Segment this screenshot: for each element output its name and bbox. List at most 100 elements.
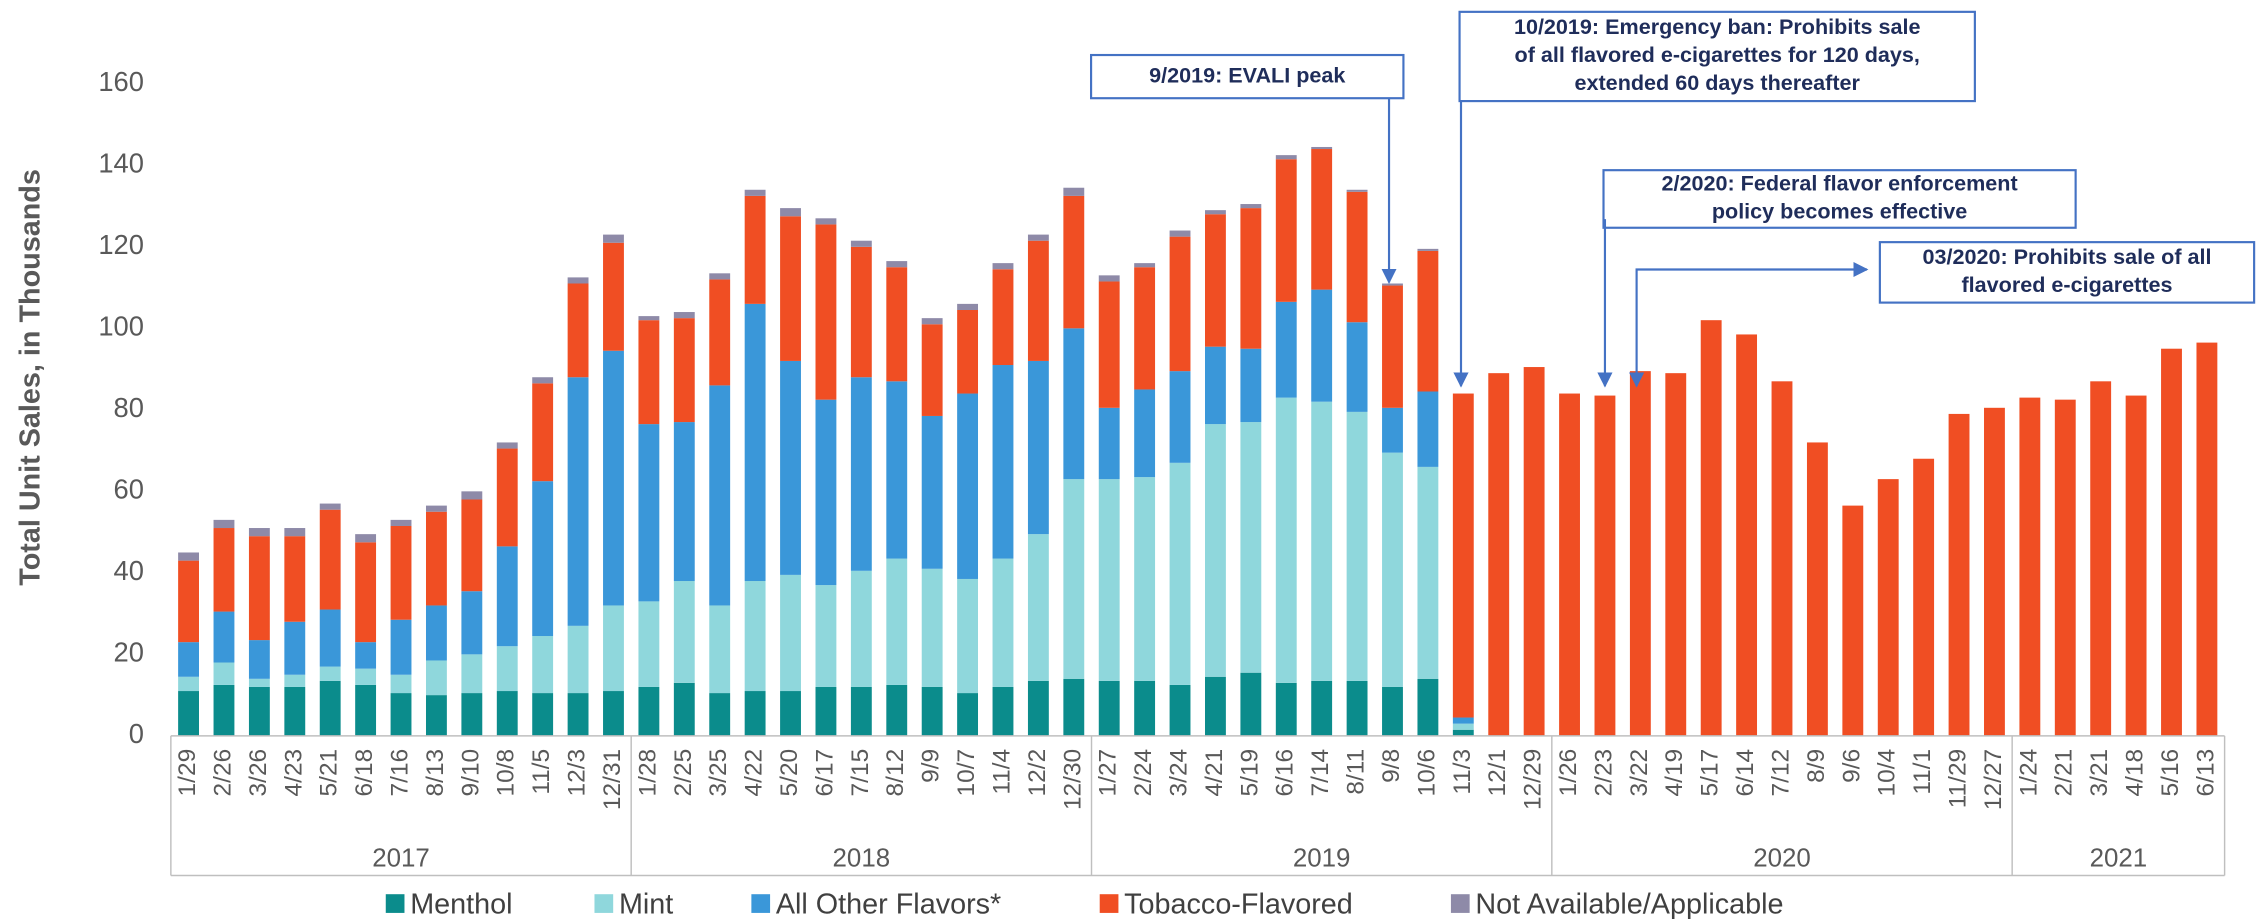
bar-segment <box>1098 407 1120 480</box>
bar-segment <box>1169 371 1191 463</box>
x-tick-label: 4/18 <box>2122 749 2149 797</box>
x-tick-label: 3/22 <box>1626 749 1653 797</box>
x-tick-label: 4/23 <box>280 749 307 797</box>
y-tick-label: 60 <box>114 474 144 505</box>
x-tick-label: 4/21 <box>1201 749 1228 797</box>
bar-segment <box>1098 275 1120 282</box>
x-tick-label: 4/22 <box>741 749 768 797</box>
bar-segment <box>1417 250 1439 392</box>
x-tick-label: 2/23 <box>1590 749 1617 797</box>
x-tick-label: 3/21 <box>2086 749 2113 797</box>
x-tick-label: 11/5 <box>528 749 555 795</box>
x-tick-label: 11/29 <box>1945 749 1972 808</box>
bar-segment <box>355 534 377 543</box>
bar-segment <box>744 691 766 736</box>
x-tick-label: 11/1 <box>1909 749 1936 795</box>
bar-segment <box>709 693 731 736</box>
bar-segment <box>815 399 837 586</box>
bar-segment <box>1488 373 1510 736</box>
x-tick-label: 5/20 <box>776 749 803 797</box>
x-tick-label: 7/12 <box>1767 749 1794 797</box>
bar-segment <box>248 536 270 641</box>
annotation-text: flavored e-cigarettes <box>1961 272 2172 297</box>
bar-segment <box>425 505 447 512</box>
bar-segment <box>425 695 447 736</box>
bar-segment <box>1063 678 1085 736</box>
bar-segment <box>992 558 1014 687</box>
bar-segment <box>1169 230 1191 237</box>
annotation-box <box>1089 53 1405 100</box>
bar-segment <box>1027 534 1049 681</box>
bar-segment <box>1205 210 1226 215</box>
y-tick-label: 140 <box>98 148 144 179</box>
legend-swatch <box>594 894 614 913</box>
bar-segment <box>744 195 766 304</box>
bar-segment <box>1452 729 1474 736</box>
bar-segment <box>1913 458 1935 736</box>
bar-segment <box>1842 505 1864 736</box>
bar-segment <box>248 528 270 537</box>
bar-segment <box>992 365 1014 559</box>
bar-segment <box>780 691 801 736</box>
bar-segment <box>1027 240 1049 361</box>
bar-segment <box>638 601 660 687</box>
x-tick-label: 2/25 <box>670 749 697 797</box>
bar-segment <box>284 621 306 675</box>
bar-segment <box>1452 723 1474 730</box>
bar-segment <box>178 560 199 643</box>
x-tick-label: 11/4 <box>988 749 1015 795</box>
bar-segment <box>1382 407 1403 453</box>
bar-segment <box>709 605 731 694</box>
bar-segment <box>921 318 943 325</box>
bar-segment <box>284 528 306 537</box>
bar-segment <box>425 605 447 661</box>
bar-segment <box>1027 360 1049 535</box>
bar-segment <box>2125 395 2147 736</box>
x-tick-label: 12/30 <box>1059 749 1086 810</box>
bar-segment <box>567 377 589 626</box>
bar-segment <box>815 585 837 687</box>
bar-segment <box>1098 680 1120 736</box>
bar-segment <box>1098 281 1120 408</box>
bar-segment <box>1311 149 1333 290</box>
bar-segment <box>425 511 447 606</box>
bar-segment <box>1134 389 1156 478</box>
bar-segment <box>1240 204 1262 209</box>
group-label: 2021 <box>2090 845 2148 873</box>
x-tick-label: 3/25 <box>705 749 732 797</box>
x-tick-label: 2/21 <box>2051 749 2078 797</box>
bar-segment <box>567 277 589 284</box>
bar-segment <box>744 581 766 692</box>
bar-segment <box>284 674 306 687</box>
bar-segment <box>2161 348 2182 736</box>
x-tick-label: 4/19 <box>1661 749 1688 797</box>
bar-segment <box>1027 234 1049 241</box>
x-tick-label: 1/24 <box>2015 749 2042 797</box>
x-tick-label: 6/16 <box>1272 749 1299 797</box>
bar-segment <box>886 684 908 736</box>
annotation-text: 10/2019: Emergency ban: Prohibits sale <box>1514 14 1921 39</box>
x-tick-label: 1/27 <box>1095 749 1122 797</box>
bar-segment <box>1559 393 1580 736</box>
bar-segment <box>1240 422 1262 673</box>
bar-segment <box>496 442 518 449</box>
bar-segment <box>1205 424 1226 677</box>
x-tick-label: 9/6 <box>1838 749 1865 783</box>
bar-segment <box>1346 411 1368 681</box>
bar-segment <box>567 693 589 736</box>
bar-segment <box>2196 342 2218 736</box>
x-tick-label: 9/10 <box>457 749 484 797</box>
bar-segment <box>1063 328 1085 480</box>
x-tick-label: 5/21 <box>316 749 343 797</box>
x-tick-label: 5/17 <box>1697 749 1724 797</box>
annotation-text: extended 60 days thereafter <box>1575 70 1861 95</box>
bar-segment <box>1311 289 1333 402</box>
group-label: 2018 <box>833 845 891 873</box>
bar-segment <box>496 546 518 647</box>
bar-segment <box>957 393 979 579</box>
bar-segment <box>886 267 908 382</box>
bar-segment <box>532 383 554 482</box>
x-tick-label: 6/18 <box>351 749 378 797</box>
group-label: 2020 <box>1753 845 1811 873</box>
